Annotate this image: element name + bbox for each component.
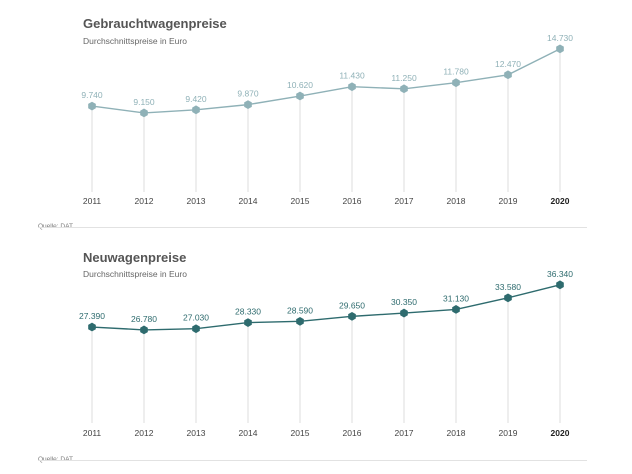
data-point [296, 91, 304, 101]
data-point [88, 322, 96, 332]
data-point [556, 44, 564, 54]
data-label: 31.130 [443, 293, 469, 303]
chart-subtitle: Durchschnittspreise in Euro [83, 269, 187, 279]
x-tick-label: 2013 [187, 196, 206, 206]
x-tick-label: 2014 [239, 196, 258, 206]
source-label: Quelle: DAT [38, 456, 73, 463]
data-label: 10.620 [287, 80, 313, 90]
data-point [452, 78, 460, 88]
data-label: 11.430 [339, 71, 365, 81]
data-point [140, 325, 148, 335]
data-label: 9.740 [81, 90, 103, 100]
data-label: 26.780 [131, 314, 157, 324]
chart-subtitle: Durchschnittspreise in Euro [83, 36, 187, 46]
x-tick-label: 2017 [395, 428, 414, 438]
data-label: 9.420 [185, 94, 207, 104]
chart-panel-used-cars: Gebrauchtwagenpreise Durchschnittspreise… [38, 16, 587, 230]
data-label: 11.250 [391, 73, 417, 83]
x-tick-label: 2016 [343, 428, 362, 438]
series-line [91, 48, 561, 114]
x-tick-label: 2020 [551, 196, 570, 206]
data-point [504, 70, 512, 80]
data-point [244, 318, 252, 327]
data-label: 11.780 [443, 67, 469, 77]
x-tick-label: 2015 [291, 196, 310, 206]
x-tick-label: 2016 [343, 196, 362, 206]
data-label: 30.350 [391, 297, 417, 307]
data-point [244, 100, 252, 110]
data-point [348, 82, 356, 92]
x-tick-label: 2012 [135, 428, 154, 438]
data-label: 33.580 [495, 282, 521, 292]
x-tick-label: 2011 [83, 428, 102, 438]
x-tick-label: 2013 [187, 428, 206, 438]
series-line [91, 284, 561, 331]
x-tick-label: 2014 [239, 428, 258, 438]
x-tick-label: 2012 [135, 196, 154, 206]
data-label: 12.470 [495, 59, 521, 69]
data-point [192, 324, 200, 334]
source-label: Quelle: DAT [38, 223, 73, 230]
x-tick-label: 2015 [291, 428, 310, 438]
data-point [452, 304, 460, 314]
data-point [556, 280, 564, 290]
data-label: 28.590 [287, 305, 313, 315]
chart-panel-new-cars: Neuwagenpreise Durchschnittspreise in Eu… [0, 237, 632, 474]
data-label: 29.650 [339, 300, 365, 310]
data-point [504, 293, 512, 303]
line-chart-used-car-prices: 9.740 9.150 9.420 9.870 10.620 11.430 11.250 11… [81, 33, 573, 206]
x-tick-label: 2019 [499, 428, 518, 438]
x-tick-label: 2018 [447, 196, 466, 206]
data-point [88, 101, 96, 111]
x-tick-label: 2017 [395, 196, 414, 206]
chart-title: Neuwagenpreise [83, 250, 187, 265]
x-tick-label: 2018 [447, 428, 466, 438]
divider [38, 460, 587, 461]
divider [38, 227, 587, 228]
data-point [400, 308, 408, 318]
data-point [192, 105, 200, 115]
data-label: 28.330 [235, 307, 261, 317]
line-chart-new-car-prices: 27.390 26.780 27.030 28.330 28.590 29.650 30.3… [79, 269, 573, 438]
x-tick-label: 2019 [499, 196, 518, 206]
data-label: 36.340 [547, 269, 573, 279]
data-point [400, 84, 408, 94]
data-label: 9.870 [237, 89, 259, 99]
data-label: 27.030 [183, 313, 209, 323]
data-point [140, 108, 148, 118]
data-point [296, 316, 304, 326]
data-point [348, 311, 356, 321]
chart-title: Gebrauchtwagenpreise [83, 16, 227, 31]
x-tick-label: 2020 [551, 428, 570, 438]
data-label: 27.390 [79, 311, 105, 321]
data-label: 9.150 [133, 97, 155, 107]
x-tick-label: 2011 [83, 196, 102, 206]
data-label: 14.730 [547, 33, 573, 43]
